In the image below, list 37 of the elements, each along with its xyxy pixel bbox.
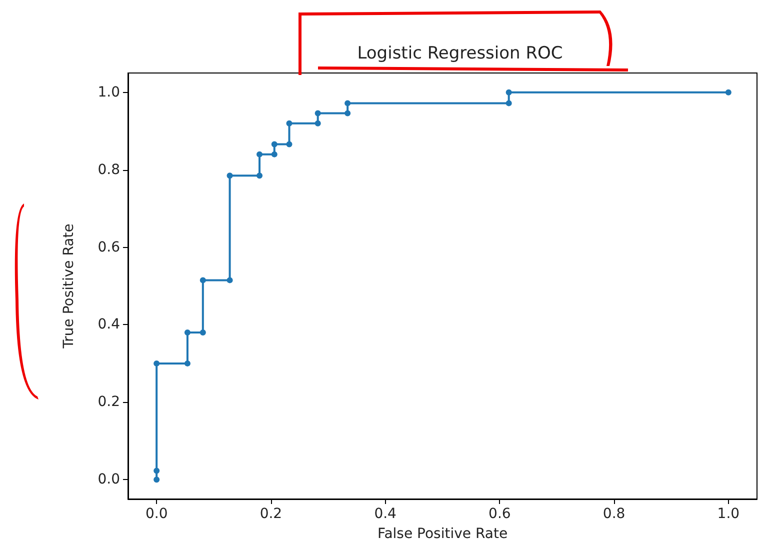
point xyxy=(200,277,206,284)
point xyxy=(271,141,278,148)
x-tick-label: 0.6 xyxy=(488,506,511,522)
point xyxy=(154,476,160,483)
point xyxy=(506,100,512,106)
y-tick-label: 1.0 xyxy=(98,84,120,100)
y-tick-label: 0.4 xyxy=(98,316,120,333)
chart-title: Logistic Regression ROC xyxy=(357,44,563,64)
point xyxy=(286,120,292,126)
point xyxy=(344,110,351,116)
point xyxy=(154,360,160,366)
y-tick-label: 0.2 xyxy=(98,394,120,410)
point xyxy=(226,172,233,179)
point xyxy=(725,89,732,96)
point xyxy=(506,89,512,96)
point xyxy=(314,110,321,116)
y-axis-title: True Positive Rate xyxy=(61,224,77,350)
y-tick-label: 0.8 xyxy=(98,162,120,178)
point xyxy=(271,151,278,158)
y-tick-label: 0.0 xyxy=(98,472,120,488)
x-tick-label: 0.2 xyxy=(260,506,282,522)
point xyxy=(200,329,206,336)
x-tick-label: 1.0 xyxy=(717,506,740,522)
point xyxy=(154,468,160,474)
y-tick-label: 0.6 xyxy=(98,239,120,256)
point xyxy=(184,329,190,336)
x-axis-title: False Positive Rate xyxy=(377,526,508,542)
point xyxy=(344,100,351,106)
point xyxy=(256,151,263,158)
point xyxy=(184,360,190,366)
point xyxy=(256,172,263,179)
point xyxy=(226,277,233,284)
x-tick-label: 0.0 xyxy=(145,506,168,522)
x-tick-label: 0.8 xyxy=(602,506,626,522)
x-tick-label: 0.4 xyxy=(374,506,397,522)
point xyxy=(314,120,321,126)
point xyxy=(286,141,292,148)
